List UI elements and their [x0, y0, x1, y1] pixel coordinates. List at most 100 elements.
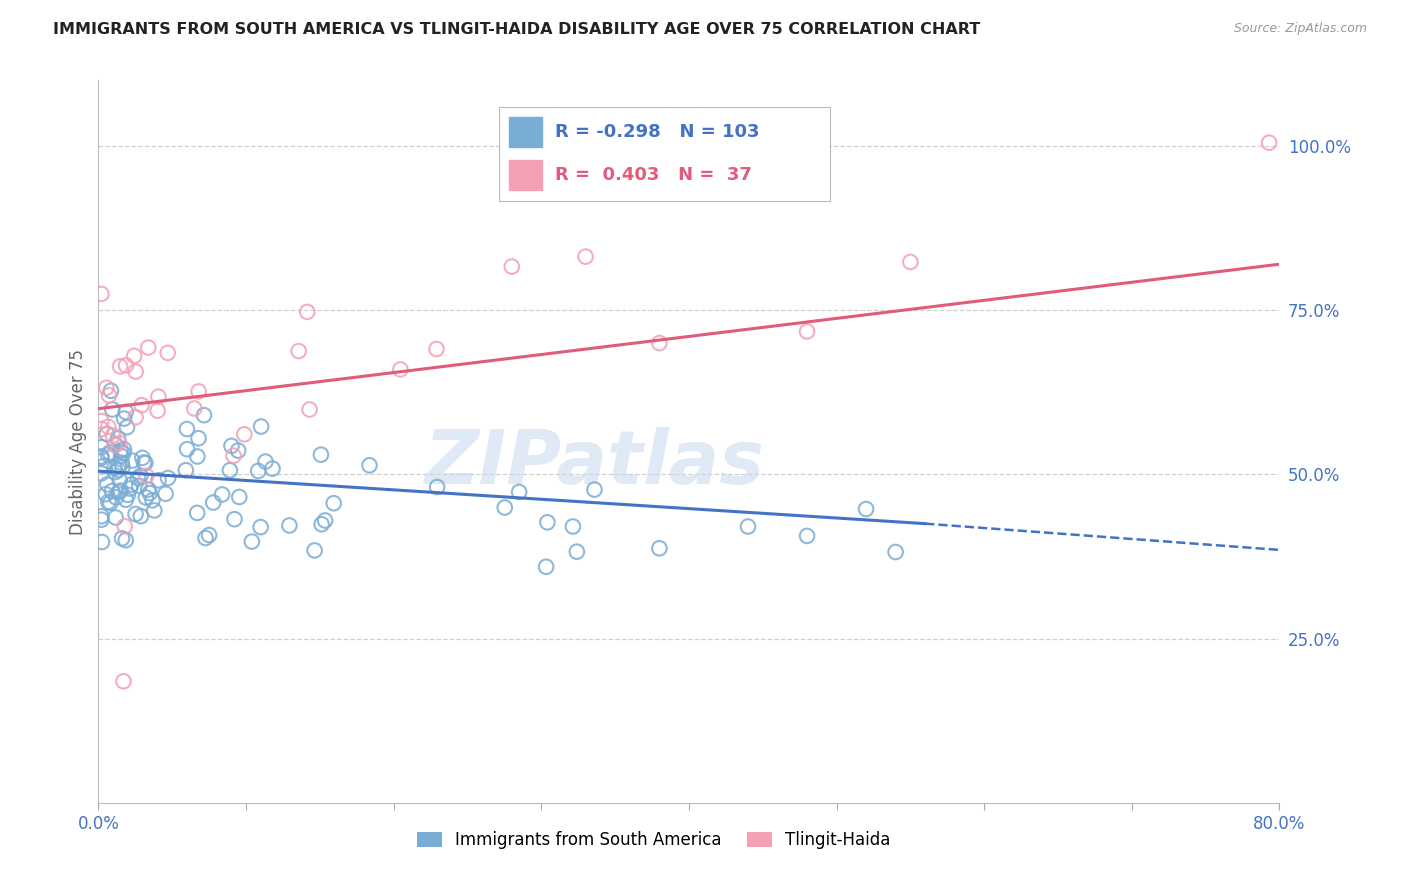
Point: [91, 535, 114, 549]
Point: [249, 520, 271, 534]
Text: R =  0.403   N =  37: R = 0.403 N = 37: [555, 167, 752, 185]
Point: [287, 344, 309, 359]
Y-axis label: Disability Age Over 75: Disability Age Over 75: [69, 349, 87, 534]
Point: [96, 477, 118, 491]
Point: [298, 402, 321, 417]
Point: [186, 506, 208, 520]
Point: [148, 473, 170, 487]
Point: [114, 405, 136, 419]
Point: [90, 422, 112, 436]
Point: [93, 458, 115, 473]
Point: [108, 436, 131, 450]
Point: [104, 510, 127, 524]
Point: [127, 471, 149, 485]
Point: [228, 490, 250, 504]
Point: [187, 431, 209, 445]
Point: [884, 545, 907, 559]
Point: [536, 516, 558, 530]
Point: [101, 428, 124, 442]
Text: Source: ZipAtlas.com: Source: ZipAtlas.com: [1233, 22, 1367, 36]
Point: [107, 485, 129, 500]
Point: [561, 519, 583, 533]
Point: [124, 507, 146, 521]
Point: [135, 491, 157, 505]
Point: [90, 450, 112, 465]
Point: [211, 487, 233, 501]
Point: [135, 468, 157, 483]
Point: [101, 402, 124, 417]
Point: [104, 465, 127, 479]
Point: [247, 464, 270, 478]
Point: [146, 403, 169, 417]
Point: [297, 305, 319, 319]
Point: [125, 365, 148, 379]
Legend: Immigrants from South America, Tlingit-Haida: Immigrants from South America, Tlingit-H…: [411, 824, 897, 856]
Point: [96, 381, 118, 395]
Point: [226, 443, 249, 458]
Point: [110, 443, 132, 458]
Point: [183, 401, 205, 416]
Point: [90, 450, 112, 464]
Point: [111, 456, 134, 470]
Point: [494, 500, 516, 515]
Point: [98, 388, 121, 402]
Point: [105, 491, 128, 505]
Point: [219, 463, 242, 477]
Point: [1258, 136, 1281, 150]
Point: [136, 483, 159, 497]
Point: [121, 453, 143, 467]
Point: [224, 512, 246, 526]
Point: [575, 250, 598, 264]
Point: [900, 255, 922, 269]
Point: [98, 445, 121, 459]
Point: [129, 509, 152, 524]
Point: [322, 496, 344, 510]
Point: [107, 431, 129, 445]
Point: [254, 454, 277, 468]
Point: [111, 532, 134, 546]
Point: [101, 484, 124, 499]
Point: [97, 420, 120, 434]
Point: [114, 533, 136, 548]
Point: [90, 287, 112, 301]
Bar: [509, 118, 543, 147]
Point: [176, 442, 198, 457]
Point: [855, 502, 877, 516]
Point: [202, 495, 225, 509]
Point: [90, 467, 112, 481]
Point: [194, 531, 217, 545]
Point: [278, 518, 301, 533]
Point: [314, 513, 336, 527]
Point: [143, 503, 166, 517]
Point: [115, 359, 138, 373]
Point: [112, 446, 135, 460]
Point: [110, 449, 132, 463]
Point: [157, 471, 180, 485]
Point: [111, 460, 134, 475]
Point: [121, 477, 143, 491]
Point: [156, 346, 179, 360]
Point: [148, 390, 170, 404]
Point: [115, 492, 138, 507]
Point: [221, 439, 243, 453]
Point: [132, 455, 155, 469]
Point: [425, 342, 447, 356]
Point: [508, 485, 530, 500]
Point: [796, 529, 818, 543]
Point: [115, 420, 138, 434]
Point: [104, 438, 127, 452]
Point: [122, 349, 145, 363]
Point: [389, 362, 412, 376]
Point: [110, 483, 132, 498]
Point: [97, 448, 120, 462]
Point: [155, 487, 177, 501]
Point: [233, 427, 256, 442]
Point: [796, 325, 818, 339]
Point: [90, 414, 112, 428]
Point: [141, 493, 163, 508]
Point: [118, 482, 141, 496]
Point: [131, 398, 153, 412]
Point: [304, 543, 326, 558]
Point: [136, 341, 159, 355]
Point: [222, 449, 245, 463]
